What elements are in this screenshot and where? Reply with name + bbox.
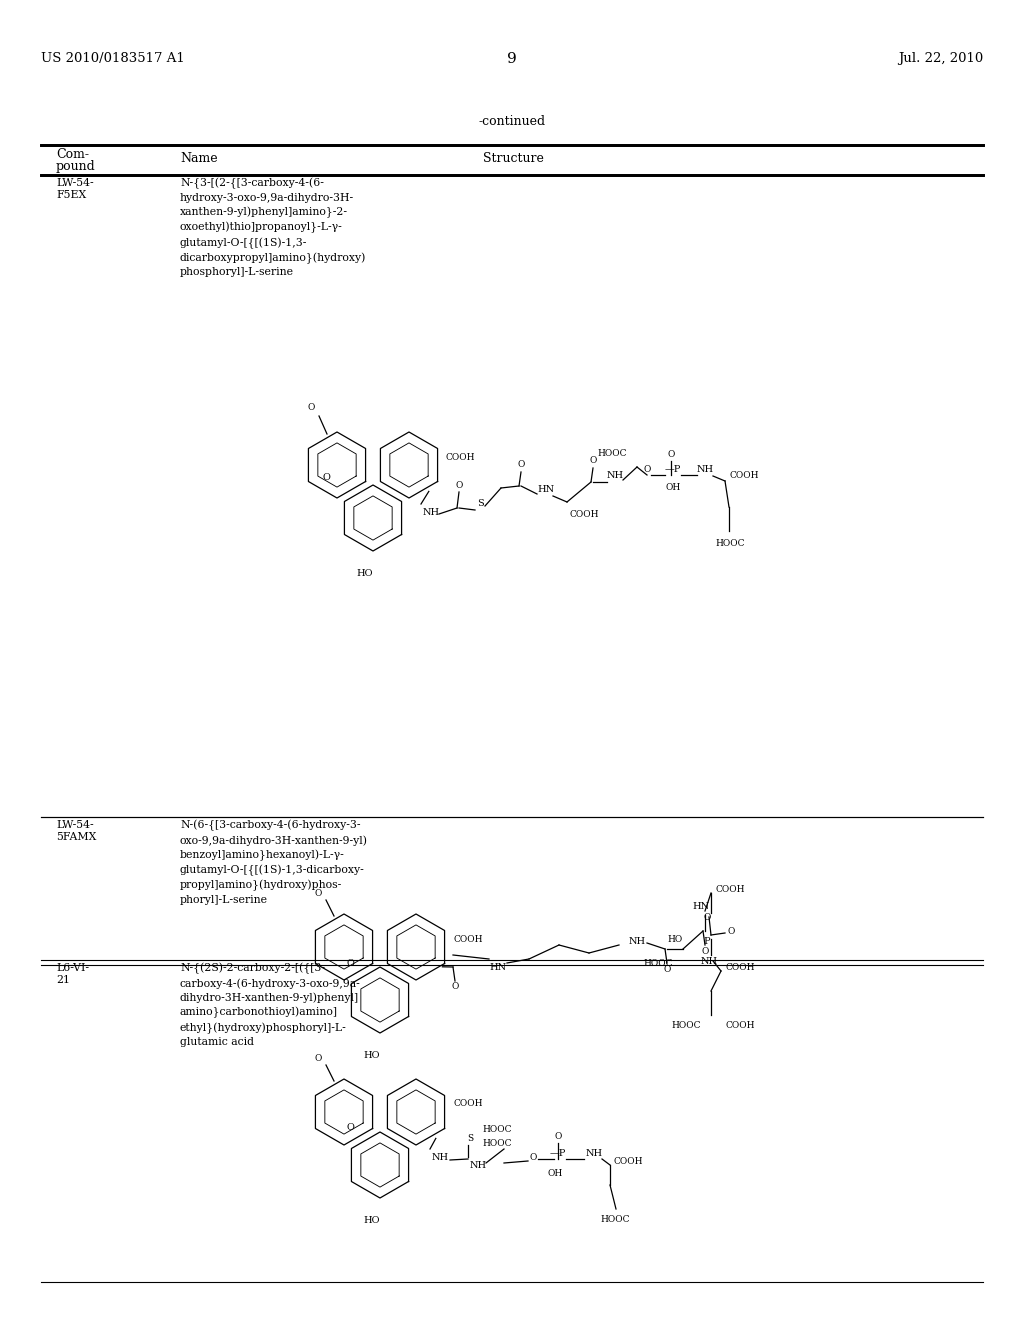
Text: HN: HN [537,486,554,495]
Text: L6-VI-: L6-VI- [56,964,89,973]
Text: HN: HN [692,902,710,911]
Text: 9: 9 [507,51,517,66]
Text: NH: NH [700,957,718,966]
Text: O: O [643,465,650,474]
Text: —P: —P [550,1148,566,1158]
Text: O: O [314,888,322,898]
Text: COOH: COOH [614,1156,643,1166]
Text: COOH: COOH [725,1020,755,1030]
Text: HO: HO [364,1216,380,1225]
Text: O: O [323,473,330,482]
Text: OH: OH [665,483,680,492]
Text: O: O [346,1123,354,1133]
Text: NH: NH [629,936,646,945]
Text: N-{3-[(2-{[3-carboxy-4-(6-
hydroxy-3-oxo-9,9a-dihydro-3H-
xanthen-9-yl)phenyl]am: N-{3-[(2-{[3-carboxy-4-(6- hydroxy-3-oxo… [180,178,367,277]
Text: COOH: COOH [453,1100,482,1109]
Text: NH: NH [586,1148,603,1158]
Text: NH: NH [697,465,714,474]
Text: N-{(2S)-2-carboxy-2-[({[3-
carboxy-4-(6-hydroxy-3-oxo-9,9a-
dihydro-3H-xanthen-9: N-{(2S)-2-carboxy-2-[({[3- carboxy-4-(6-… [180,964,360,1047]
Text: O: O [530,1152,538,1162]
Text: O: O [701,946,709,956]
Text: F5EX: F5EX [56,190,86,201]
Text: O: O [307,403,315,412]
Text: O: O [668,450,675,459]
Text: S: S [467,1134,473,1143]
Text: Name: Name [180,152,218,165]
Text: HOOC: HOOC [600,1214,630,1224]
Text: N-(6-{[3-carboxy-4-(6-hydroxy-3-
oxo-9,9a-dihydro-3H-xanthen-9-yl)
benzoyl]amino: N-(6-{[3-carboxy-4-(6-hydroxy-3- oxo-9,9… [180,820,368,906]
Text: 21: 21 [56,975,70,985]
Text: LW-54-: LW-54- [56,178,93,187]
Text: O: O [703,913,711,921]
Text: HOOC: HOOC [715,539,744,548]
Text: HOOC: HOOC [482,1125,512,1134]
Text: LW-54-: LW-54- [56,820,93,830]
Text: O: O [314,1053,322,1063]
Text: NH: NH [423,508,440,517]
Text: HO: HO [356,569,374,578]
Text: Structure: Structure [483,152,544,165]
Text: COOH: COOH [725,962,755,972]
Text: O: O [346,958,354,968]
Text: HOOC: HOOC [482,1138,512,1147]
Text: NH: NH [470,1162,487,1170]
Text: S: S [477,499,483,508]
Text: O: O [590,455,597,465]
Text: O: O [452,982,459,991]
Text: US 2010/0183517 A1: US 2010/0183517 A1 [41,51,184,65]
Text: O: O [727,927,734,936]
Text: HOOC: HOOC [597,449,627,458]
Text: Jul. 22, 2010: Jul. 22, 2010 [898,51,983,65]
Text: COOH: COOH [453,935,482,944]
Text: COOH: COOH [715,884,744,894]
Text: COOH: COOH [729,470,759,479]
Text: HO: HO [668,935,683,944]
Text: Com-: Com- [56,148,89,161]
Text: COOH: COOH [569,510,598,519]
Text: pound: pound [56,160,96,173]
Text: HN: HN [489,964,506,972]
Text: HOOC: HOOC [643,960,673,968]
Text: HOOC: HOOC [671,1020,700,1030]
Text: HO: HO [364,1051,380,1060]
Text: O: O [517,459,524,469]
Text: O: O [664,965,671,974]
Text: COOH: COOH [446,453,475,462]
Text: —P: —P [665,465,681,474]
Text: NH: NH [432,1152,450,1162]
Text: NH: NH [607,471,624,480]
Text: 5FAMX: 5FAMX [56,832,96,842]
Text: O: O [554,1133,562,1140]
Text: O: O [456,480,463,490]
Text: P: P [703,937,711,946]
Text: -continued: -continued [478,115,546,128]
Text: OH: OH [548,1170,563,1177]
